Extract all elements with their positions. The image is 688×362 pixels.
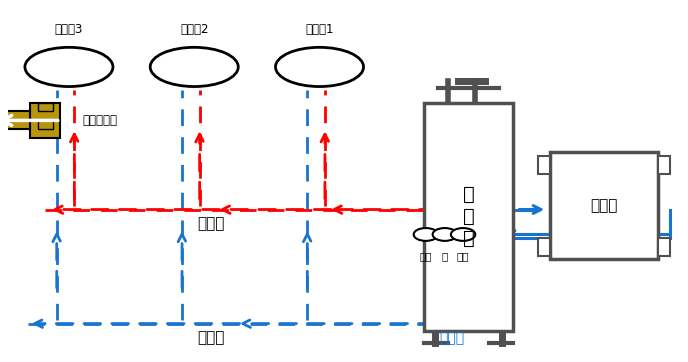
Ellipse shape [25, 47, 113, 87]
Text: 三通单向阀: 三通单向阀 [83, 114, 118, 127]
Text: 冷水管: 冷水管 [197, 331, 225, 345]
Text: 热水点3: 热水点3 [55, 23, 83, 36]
Circle shape [451, 228, 475, 241]
Ellipse shape [150, 47, 238, 87]
Bar [38, 121, 53, 129]
Circle shape [413, 228, 438, 241]
Bar [38, 102, 53, 111]
Bar [424, 102, 513, 331]
Bar [537, 238, 550, 256]
Text: 气: 气 [442, 251, 448, 261]
Bar [537, 156, 550, 174]
Bar [658, 238, 670, 256]
Text: 热水点1: 热水点1 [305, 23, 334, 36]
Text: 循环泵: 循环泵 [590, 198, 618, 214]
Bar [658, 156, 670, 174]
Text: 总供水: 总供水 [439, 331, 464, 345]
Bar [550, 152, 658, 260]
Bar [0, 111, 30, 129]
Text: 冷水: 冷水 [457, 251, 469, 261]
Bar [30, 102, 61, 138]
Text: 热水管: 热水管 [197, 216, 225, 231]
Ellipse shape [275, 47, 363, 87]
Text: 热水: 热水 [420, 251, 432, 261]
Text: 热
水
器: 热 水 器 [462, 185, 475, 248]
Text: 热水点2: 热水点2 [180, 23, 208, 36]
Circle shape [433, 228, 457, 241]
